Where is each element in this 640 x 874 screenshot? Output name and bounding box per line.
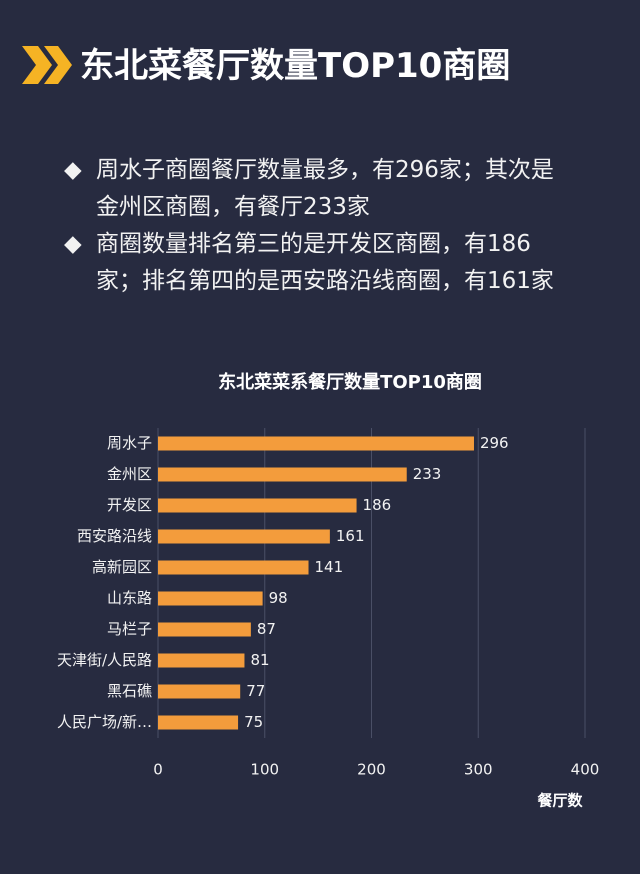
- y-tick-label: 山东路: [107, 589, 152, 607]
- bullet: ◆ 周水子商圈餐厅数量最多，有296家；其次是金州区商圈，有餐厅233家: [64, 152, 564, 226]
- data-label: 296: [480, 434, 509, 452]
- bar: [158, 622, 251, 637]
- data-label: 161: [336, 527, 365, 545]
- bar: [158, 529, 330, 544]
- bar: [158, 591, 263, 606]
- bar: [158, 653, 245, 668]
- data-label: 77: [246, 682, 265, 700]
- bar: [158, 436, 474, 451]
- y-tick-label: 金州区: [107, 465, 152, 483]
- data-label: 81: [250, 651, 269, 669]
- x-tick-label: 400: [571, 761, 600, 779]
- data-label: 75: [244, 713, 263, 731]
- bar: [158, 715, 239, 730]
- bar: [158, 684, 241, 699]
- y-tick-label: 人民广场/新…: [57, 713, 152, 731]
- page-title: 东北菜餐厅数量TOP10商圈: [80, 46, 511, 86]
- data-label: 186: [363, 496, 392, 514]
- y-tick-label: 开发区: [107, 496, 152, 514]
- y-tick-label: 马栏子: [107, 620, 152, 638]
- chevron-icon: [22, 46, 52, 84]
- y-tick-label: 西安路沿线: [77, 527, 152, 545]
- bar: [158, 498, 357, 513]
- data-label: 98: [269, 589, 288, 607]
- bullet-text: 周水子商圈餐厅数量最多，有296家；其次是金州区商圈，有餐厅233家: [96, 157, 554, 220]
- chart-title: 东北菜菜系餐厅数量TOP10商圈: [218, 371, 482, 393]
- x-tick-label: 0: [153, 761, 163, 779]
- x-tick-label: 200: [357, 761, 386, 779]
- y-tick-label: 高新园区: [92, 558, 152, 576]
- bullet-text: 商圈数量排名第三的是开发区商圈，有186家；排名第四的是西安路沿线商圈，有161…: [96, 231, 554, 294]
- y-tick-label: 天津街/人民路: [57, 651, 152, 669]
- y-tick-label: 黑石礁: [107, 682, 152, 700]
- data-label: 233: [413, 465, 442, 483]
- data-label: 87: [257, 620, 276, 638]
- bullet: ◆ 商圈数量排名第三的是开发区商圈，有186家；排名第四的是西安路沿线商圈，有16…: [64, 226, 564, 300]
- bar: [158, 467, 407, 482]
- x-tick-label: 100: [250, 761, 279, 779]
- x-axis-label: 餐厅数: [537, 792, 583, 810]
- bar: [158, 560, 309, 575]
- y-tick-label: 周水子: [107, 434, 152, 452]
- chevron-icon: [44, 46, 72, 84]
- x-tick-label: 300: [464, 761, 493, 779]
- data-label: 141: [315, 558, 344, 576]
